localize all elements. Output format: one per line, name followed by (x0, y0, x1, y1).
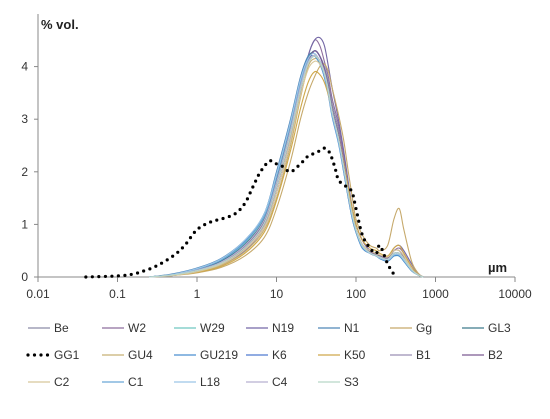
x-tick-label: 10 (270, 287, 284, 301)
y-tick-label: 3 (21, 112, 28, 126)
legend-label-b2: B2 (488, 348, 503, 362)
legend-label-b1: B1 (416, 348, 431, 362)
series-line-s3 (149, 55, 424, 278)
legend-label-gg: Gg (416, 321, 432, 335)
x-tick-label: 1000 (422, 287, 449, 301)
legend-label-n1: N1 (344, 321, 360, 335)
x-tick-label: 1 (194, 287, 201, 301)
legend-label-n19: N19 (272, 321, 294, 335)
x-tick-label: 0.1 (109, 287, 126, 301)
x-tick-label: 0.01 (26, 287, 50, 301)
legend-label-gu219: GU219 (200, 348, 238, 362)
y-tick-label: 4 (21, 60, 28, 74)
legend-label-k6: K6 (272, 348, 287, 362)
y-tick-label: 2 (21, 165, 28, 179)
series-line-gg1 (84, 146, 396, 279)
x-tick-label: 10000 (498, 287, 532, 301)
legend-label-c2: C2 (54, 375, 70, 389)
legend-label-gu4: GU4 (128, 348, 153, 362)
x-tick-label: 100 (346, 287, 366, 301)
legend-label-c4: C4 (272, 375, 288, 389)
legend-label-l18: L18 (200, 375, 220, 389)
y-axis-label: % vol. (41, 17, 79, 32)
x-axis-label: µm (488, 260, 507, 275)
x-axis: 0.01 0.1 1 10 100 1000 10000 (26, 276, 532, 301)
series-lines (84, 36, 424, 279)
legend-label-k50: K50 (344, 348, 366, 362)
legend-label-s3: S3 (344, 375, 359, 389)
legend-label-gg1: GG1 (54, 348, 80, 362)
legend-label-c1: C1 (128, 375, 144, 389)
y-tick-label: 1 (21, 217, 28, 231)
legend-label-gl3: GL3 (488, 321, 511, 335)
legend: Be W2 W29 N19 N1 Gg GL3 GG1 GU4 GU219 K6 K50 B1 B2 C2 C… (26, 321, 511, 389)
y-tick-label: 0 (21, 270, 28, 284)
y-axis: 0 1 2 3 4 (21, 14, 39, 284)
series-line-gg (149, 63, 424, 278)
legend-label-be: Be (54, 321, 69, 335)
legend-label-w29: W29 (200, 321, 225, 335)
legend-label-w2: W2 (128, 321, 146, 335)
